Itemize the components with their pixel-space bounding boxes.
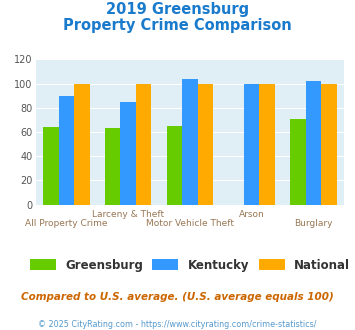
Legend: Greensburg, Kentucky, National: Greensburg, Kentucky, National: [25, 254, 355, 277]
Bar: [321, 83, 337, 205]
Bar: [182, 79, 198, 205]
Text: Larceny & Theft: Larceny & Theft: [92, 210, 164, 218]
Bar: [167, 126, 182, 205]
Text: Compared to U.S. average. (U.S. average equals 100): Compared to U.S. average. (U.S. average …: [21, 292, 334, 302]
Bar: [59, 96, 74, 205]
Bar: [198, 83, 213, 205]
Text: Burglary: Burglary: [294, 219, 333, 228]
Text: Arson: Arson: [239, 210, 264, 218]
Bar: [306, 81, 321, 205]
Text: © 2025 CityRating.com - https://www.cityrating.com/crime-statistics/: © 2025 CityRating.com - https://www.city…: [38, 320, 317, 329]
Bar: [290, 119, 306, 205]
Bar: [260, 83, 275, 205]
Text: 2019 Greensburg: 2019 Greensburg: [106, 2, 249, 16]
Bar: [244, 83, 260, 205]
Bar: [120, 102, 136, 205]
Bar: [74, 83, 89, 205]
Text: All Property Crime: All Property Crime: [25, 219, 108, 228]
Text: Property Crime Comparison: Property Crime Comparison: [63, 18, 292, 33]
Bar: [136, 83, 151, 205]
Bar: [105, 128, 120, 205]
Bar: [43, 127, 59, 205]
Text: Motor Vehicle Theft: Motor Vehicle Theft: [146, 219, 234, 228]
